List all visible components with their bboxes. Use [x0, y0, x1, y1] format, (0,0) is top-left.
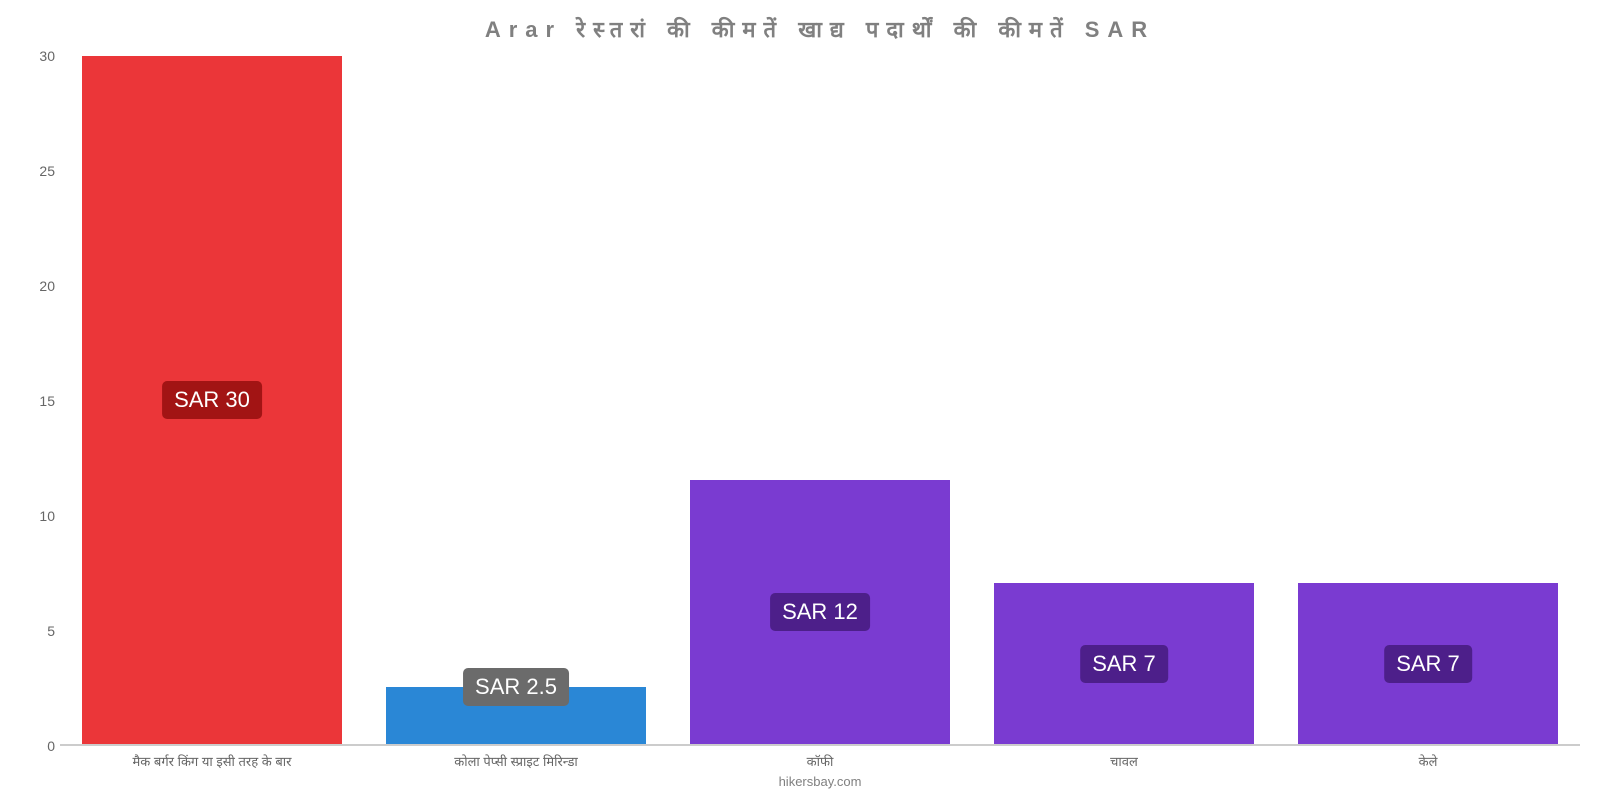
x-axis-label: केले: [1276, 752, 1580, 770]
bar: SAR 7: [1298, 583, 1558, 744]
bar: SAR 12: [690, 480, 950, 744]
x-axis-label: कॉफी: [668, 752, 972, 770]
bar-slot: SAR 12: [668, 56, 972, 744]
x-axis-labels: मैक बर्गर किंग या इसी तरह के बारकोला पेप…: [60, 752, 1580, 770]
y-axis: 051015202530: [15, 56, 55, 746]
value-badge: SAR 7: [1080, 645, 1168, 683]
bar: SAR 7: [994, 583, 1254, 744]
bar-slot: SAR 2.5: [364, 56, 668, 744]
x-axis-label: मैक बर्गर किंग या इसी तरह के बार: [60, 752, 364, 770]
bar: SAR 2.5: [386, 687, 646, 744]
x-axis-label: कोला पेप्सी स्प्राइट मिरिन्डा: [364, 752, 668, 770]
y-tick: 30: [15, 48, 55, 64]
y-tick: 0: [15, 738, 55, 754]
value-badge: SAR 30: [162, 381, 262, 419]
bar: SAR 30: [82, 56, 342, 744]
x-axis-label: चावल: [972, 752, 1276, 770]
y-tick: 15: [15, 393, 55, 409]
value-badge: SAR 12: [770, 593, 870, 631]
bars-row: SAR 30 SAR 2.5 SAR 12 SAR 7 SAR 7: [60, 56, 1580, 746]
y-tick: 25: [15, 163, 55, 179]
bar-slot: SAR 7: [972, 56, 1276, 744]
chart-title: Arar रेस्तरां की कीमतें खाद्य पदार्थों क…: [60, 14, 1580, 44]
chart-container: Arar रेस्तरां की कीमतें खाद्य पदार्थों क…: [0, 0, 1600, 800]
y-tick: 20: [15, 278, 55, 294]
plot-area: 051015202530 SAR 30SAR 2.5SAR 12SAR 7SAR…: [60, 56, 1580, 746]
bar-slot: SAR 7: [1276, 56, 1580, 744]
value-badge: SAR 2.5: [463, 668, 569, 706]
value-badge: SAR 7: [1384, 645, 1472, 683]
y-tick: 5: [15, 623, 55, 639]
attribution-text: hikersbay.com: [60, 774, 1580, 789]
y-tick: 10: [15, 508, 55, 524]
bar-slot: SAR 30: [60, 56, 364, 744]
